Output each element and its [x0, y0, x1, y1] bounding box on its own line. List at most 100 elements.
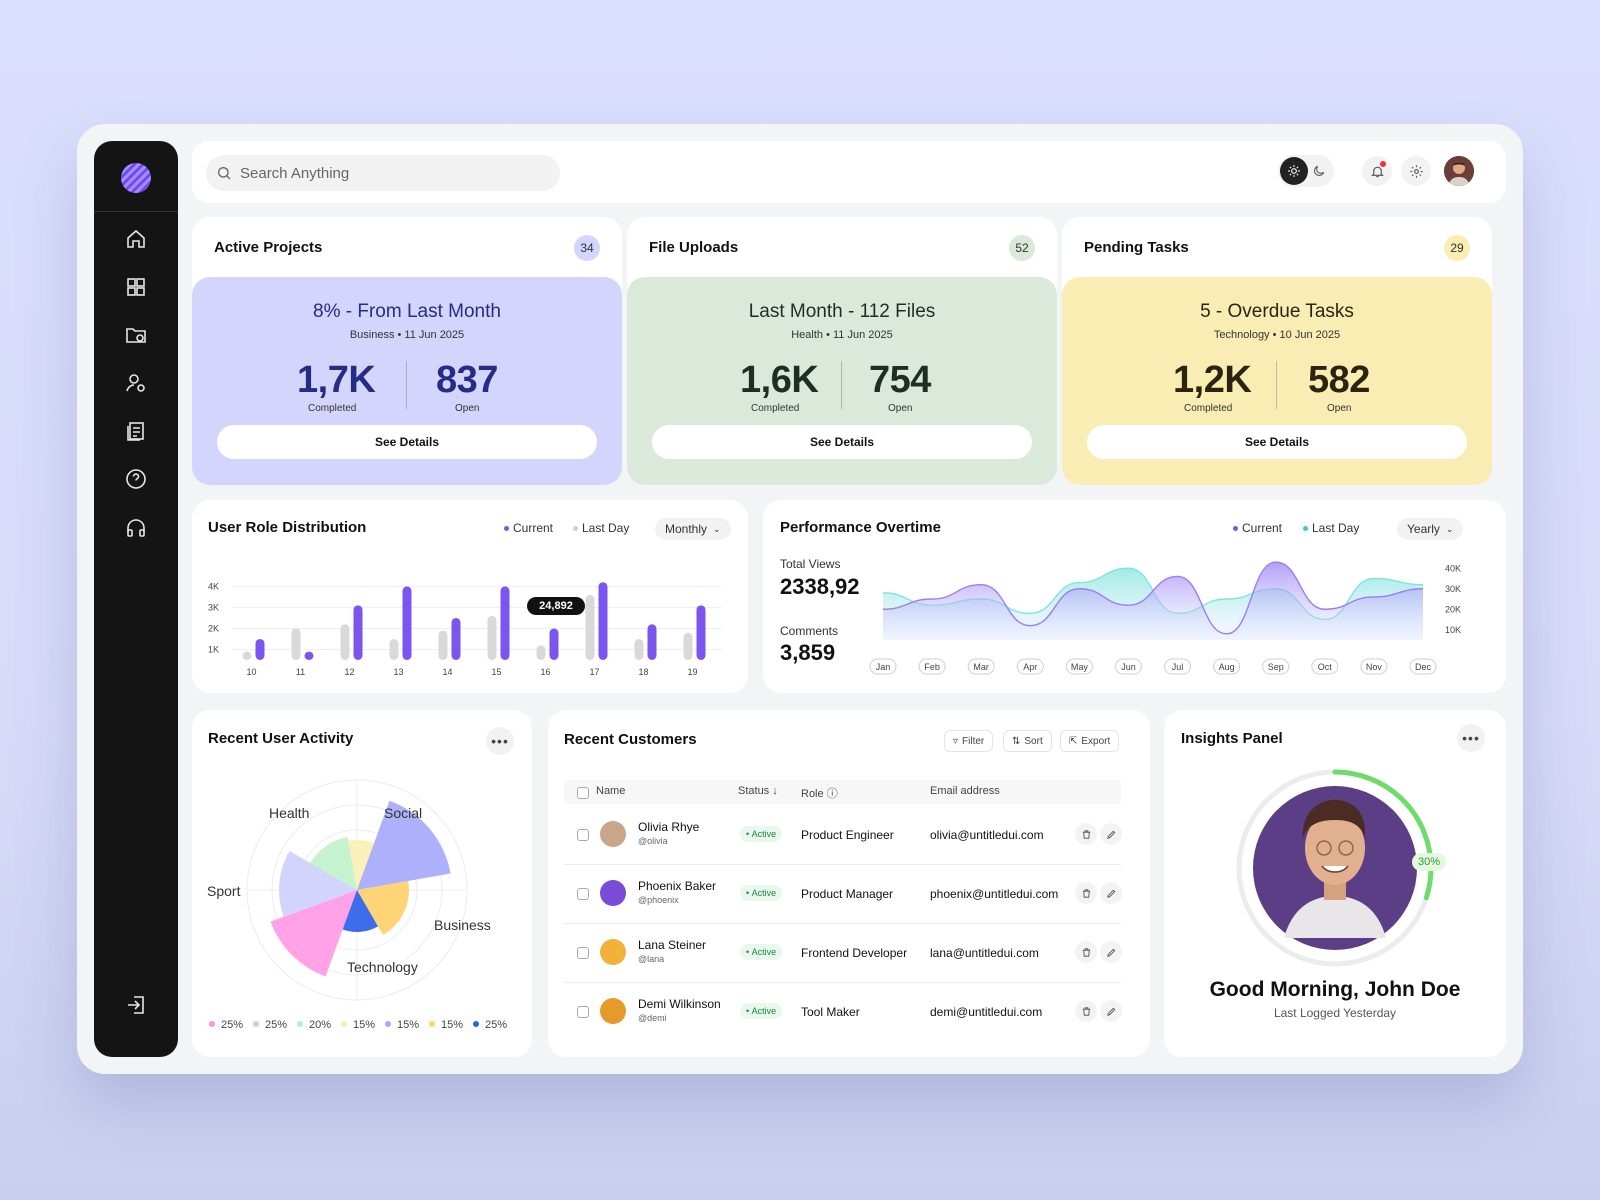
dashboard-icon[interactable]	[124, 275, 148, 299]
see-details-button[interactable]: See Details	[1087, 425, 1467, 459]
row-checkbox[interactable]	[577, 1006, 589, 1018]
edit-icon[interactable]	[1100, 823, 1122, 845]
bar-current	[451, 617, 461, 660]
period-select-value: Yearly	[1407, 522, 1440, 536]
period-select[interactable]: Yearly ⌄	[1397, 518, 1464, 540]
bar-current	[255, 638, 265, 660]
stat-divider	[841, 361, 842, 409]
x-tick-label: 10	[246, 667, 256, 677]
avatar	[600, 880, 626, 906]
more-options-button[interactable]: •••	[486, 727, 514, 755]
table-row[interactable]: Demi Wilkinson @demi • Active Tool Maker…	[564, 983, 1122, 1042]
home-icon[interactable]	[124, 227, 148, 251]
open-value: 837	[436, 359, 498, 401]
bar-chart: 1K 2K 3K 4K 10 11 12 13 14 15 16 17 18 19	[208, 581, 722, 677]
search-bar[interactable]	[206, 155, 560, 191]
customer-role: Product Manager	[801, 887, 894, 901]
status-badge-label: Active	[751, 1006, 777, 1016]
search-input[interactable]	[240, 164, 540, 182]
bar-last-day	[683, 632, 693, 660]
table-row[interactable]: Olivia Rhye @olivia • Active Product Eng…	[564, 806, 1122, 865]
table-row[interactable]: Lana Steiner @lana • Active Frontend Dev…	[564, 924, 1122, 983]
x-tick-pill	[1213, 658, 1241, 675]
x-tick-label: Jun	[1121, 662, 1136, 672]
user-avatar[interactable]	[1444, 156, 1474, 186]
bar-last-day	[585, 594, 595, 660]
sort-icon: ⇅	[1012, 735, 1021, 747]
see-details-button[interactable]: See Details	[217, 425, 597, 459]
row-checkbox[interactable]	[577, 947, 589, 959]
column-header-role[interactable]: Role ⓘ	[801, 785, 838, 801]
trash-icon[interactable]	[1075, 1000, 1097, 1022]
notifications-button[interactable]	[1362, 156, 1392, 186]
completed-value: 1,2K	[1173, 359, 1252, 401]
legend-current-label: Current	[513, 521, 554, 535]
see-details-button[interactable]: See Details	[652, 425, 1032, 459]
sort-button[interactable]: ⇅ Sort	[1003, 730, 1052, 752]
user-check-icon[interactable]	[124, 371, 148, 395]
column-header-name[interactable]: Name	[596, 785, 626, 797]
period-select[interactable]: Monthly ⌄	[655, 518, 731, 540]
bar-current	[353, 605, 363, 660]
trash-icon[interactable]	[1075, 941, 1097, 963]
column-header-email[interactable]: Email address	[930, 785, 1000, 797]
table-row[interactable]: Phoenix Baker @phoenix • Active Product …	[564, 865, 1122, 924]
status-badge: • Active	[740, 944, 783, 960]
legend-dot	[473, 1021, 479, 1027]
card-title: Active Projects	[214, 239, 323, 256]
customer-handle: @olivia	[638, 836, 668, 846]
status-badge: • Active	[740, 1003, 783, 1019]
more-options-button[interactable]: •••	[1457, 724, 1485, 752]
x-tick-label: 14	[442, 667, 452, 677]
column-header-role-label: Role	[801, 788, 824, 800]
card-subtitle: Last Month - 112 Files	[748, 301, 936, 322]
export-button[interactable]: ⇱ Export	[1060, 730, 1120, 752]
folder-upload-icon[interactable]	[124, 323, 148, 347]
trash-icon[interactable]	[1075, 823, 1097, 845]
logout-icon[interactable]	[124, 993, 148, 1017]
bar-current	[598, 582, 608, 660]
trash-icon[interactable]	[1075, 882, 1097, 904]
legend-value: 15%	[397, 1019, 419, 1031]
moon-icon[interactable]	[1312, 164, 1326, 178]
sun-icon[interactable]	[1280, 157, 1308, 185]
card-meta: Technology • 10 Jun 2025	[1213, 329, 1341, 341]
edit-icon[interactable]	[1100, 941, 1122, 963]
y-tick-label: 20K	[1445, 604, 1461, 614]
chart-tooltip: 24,892	[527, 597, 585, 615]
help-icon[interactable]	[124, 467, 148, 491]
bar-last-day	[438, 630, 448, 660]
x-tick-label: Jan	[876, 662, 891, 672]
settings-button[interactable]	[1401, 156, 1431, 186]
polar-label: Business	[434, 917, 491, 933]
x-tick-label: Nov	[1366, 662, 1383, 672]
document-icon[interactable]	[124, 419, 148, 443]
edit-icon[interactable]	[1100, 882, 1122, 904]
card-date: 11 Jun 2025	[833, 329, 893, 341]
x-tick-label: Mar	[973, 662, 989, 672]
card-panel: Last Month - 112 Files Health • 11 Jun 2…	[627, 277, 1057, 485]
filter-icon: ▿	[953, 735, 959, 747]
comments-label: Comments	[780, 624, 839, 638]
legend-last-day: Last Day	[1303, 521, 1359, 535]
theme-toggle[interactable]	[1278, 155, 1334, 187]
x-tick-pill	[967, 658, 995, 675]
chevron-down-icon: ⌄	[1445, 523, 1454, 534]
bar-last-day	[340, 624, 350, 660]
column-header-status[interactable]: Status ↓	[738, 785, 778, 797]
y-tick-label: 10K	[1445, 625, 1461, 635]
app-logo[interactable]	[121, 163, 151, 193]
filter-button[interactable]: ▿ Filter	[944, 730, 994, 752]
stat-divider	[1276, 361, 1277, 409]
row-checkbox[interactable]	[577, 888, 589, 900]
legend-dot	[209, 1021, 215, 1027]
headphones-icon[interactable]	[124, 515, 148, 539]
edit-icon[interactable]	[1100, 1000, 1122, 1022]
completed-label: Completed	[1184, 403, 1233, 414]
row-checkbox[interactable]	[577, 829, 589, 841]
select-all-checkbox[interactable]	[577, 787, 589, 799]
recent-activity-card: Recent User Activity ••• Health Social Bus…	[192, 710, 532, 1057]
customer-name: Demi Wilkinson	[638, 997, 721, 1011]
customer-role: Frontend Developer	[801, 946, 908, 960]
completed-value: 1,7K	[297, 359, 376, 401]
